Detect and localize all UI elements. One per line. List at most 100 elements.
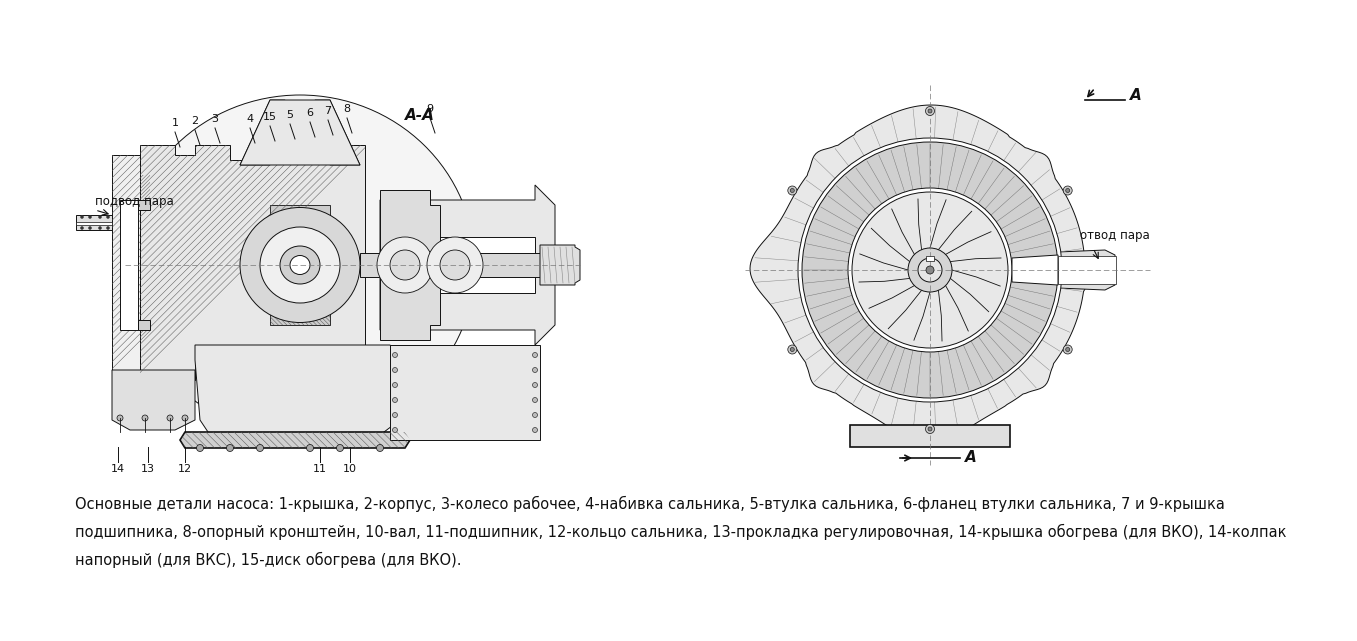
Circle shape — [798, 138, 1063, 402]
Bar — [849, 425, 1010, 447]
Text: отвод пара: отвод пара — [1080, 228, 1149, 242]
Circle shape — [392, 367, 398, 372]
Text: 15: 15 — [263, 112, 277, 122]
Polygon shape — [380, 190, 440, 340]
Ellipse shape — [261, 227, 341, 303]
Ellipse shape — [280, 246, 320, 284]
Polygon shape — [1012, 255, 1058, 285]
Text: 4: 4 — [247, 114, 254, 124]
Circle shape — [392, 413, 398, 417]
Text: 9: 9 — [426, 104, 434, 114]
Circle shape — [532, 428, 537, 433]
Circle shape — [197, 444, 204, 451]
Circle shape — [182, 415, 189, 421]
Text: подшипника, 8-опорный кронштейн, 10-вал, 11-подшипник, 12-кольцо сальника, 13-пр: подшипника, 8-опорный кронштейн, 10-вал,… — [75, 524, 1286, 540]
Circle shape — [142, 415, 148, 421]
Ellipse shape — [290, 256, 309, 274]
Circle shape — [788, 345, 797, 354]
Circle shape — [99, 215, 102, 219]
Circle shape — [80, 226, 84, 229]
Polygon shape — [240, 100, 360, 165]
Text: А-А: А-А — [404, 108, 436, 122]
Circle shape — [307, 444, 313, 451]
Polygon shape — [852, 427, 1008, 445]
Circle shape — [440, 250, 470, 280]
Circle shape — [1063, 345, 1072, 354]
Text: 10: 10 — [343, 464, 357, 474]
Text: 3: 3 — [212, 114, 218, 124]
Text: 2: 2 — [191, 116, 198, 126]
Text: 5: 5 — [286, 110, 293, 120]
Polygon shape — [140, 145, 365, 390]
Circle shape — [392, 428, 398, 433]
Polygon shape — [540, 245, 579, 285]
Text: напорный (для ВКС), 15-диск обогрева (для ВКО).: напорный (для ВКС), 15-диск обогрева (дл… — [75, 552, 461, 568]
Text: 1: 1 — [171, 118, 179, 128]
Polygon shape — [270, 293, 330, 325]
Circle shape — [1065, 188, 1069, 192]
Ellipse shape — [125, 95, 475, 435]
Circle shape — [532, 367, 537, 372]
Circle shape — [117, 415, 123, 421]
Circle shape — [925, 266, 934, 274]
Bar — [1058, 256, 1115, 284]
Polygon shape — [113, 370, 195, 430]
Text: 14: 14 — [111, 464, 125, 474]
Text: 7: 7 — [324, 106, 331, 116]
Circle shape — [802, 142, 1058, 398]
Text: 8: 8 — [343, 104, 350, 114]
Polygon shape — [315, 100, 360, 165]
Bar — [360, 253, 575, 277]
Bar — [75, 128, 620, 488]
Polygon shape — [180, 432, 410, 448]
Circle shape — [925, 106, 935, 115]
Polygon shape — [389, 345, 540, 440]
Circle shape — [852, 192, 1008, 348]
Circle shape — [167, 415, 172, 421]
Circle shape — [848, 188, 1012, 352]
Text: 12: 12 — [178, 464, 193, 474]
Circle shape — [392, 383, 398, 388]
Polygon shape — [270, 205, 330, 237]
Circle shape — [928, 109, 932, 113]
Circle shape — [925, 424, 935, 433]
Text: подвод пара: подвод пара — [95, 196, 174, 208]
Circle shape — [376, 444, 384, 451]
Circle shape — [88, 215, 91, 219]
Polygon shape — [195, 345, 400, 435]
Circle shape — [227, 444, 233, 451]
Circle shape — [532, 383, 537, 388]
Circle shape — [790, 188, 794, 192]
Bar — [641, 120, 1220, 490]
Circle shape — [427, 237, 483, 293]
Circle shape — [392, 353, 398, 358]
Circle shape — [88, 226, 91, 229]
Text: Основные детали насоса: 1-крышка, 2-корпус, 3-колесо рабочее, 4-набивка сальника: Основные детали насоса: 1-крышка, 2-корп… — [75, 496, 1225, 512]
Circle shape — [532, 413, 537, 417]
Circle shape — [1065, 347, 1069, 351]
Polygon shape — [138, 320, 151, 330]
Circle shape — [392, 397, 398, 403]
Circle shape — [790, 347, 794, 351]
Polygon shape — [240, 100, 285, 165]
Bar — [925, 256, 934, 261]
Polygon shape — [119, 200, 138, 330]
Polygon shape — [76, 222, 113, 225]
Text: 11: 11 — [313, 464, 327, 474]
Polygon shape — [113, 155, 151, 385]
Circle shape — [377, 237, 433, 293]
Circle shape — [532, 397, 537, 403]
Circle shape — [928, 427, 932, 431]
Circle shape — [337, 444, 343, 451]
Polygon shape — [380, 185, 555, 345]
Circle shape — [917, 258, 942, 282]
Text: А: А — [1130, 88, 1141, 103]
Circle shape — [788, 186, 797, 195]
Text: 13: 13 — [141, 464, 155, 474]
Circle shape — [106, 226, 110, 229]
Text: 6: 6 — [307, 108, 313, 118]
Ellipse shape — [240, 208, 360, 322]
Text: А: А — [965, 451, 977, 465]
Circle shape — [1063, 186, 1072, 195]
Polygon shape — [138, 200, 151, 210]
